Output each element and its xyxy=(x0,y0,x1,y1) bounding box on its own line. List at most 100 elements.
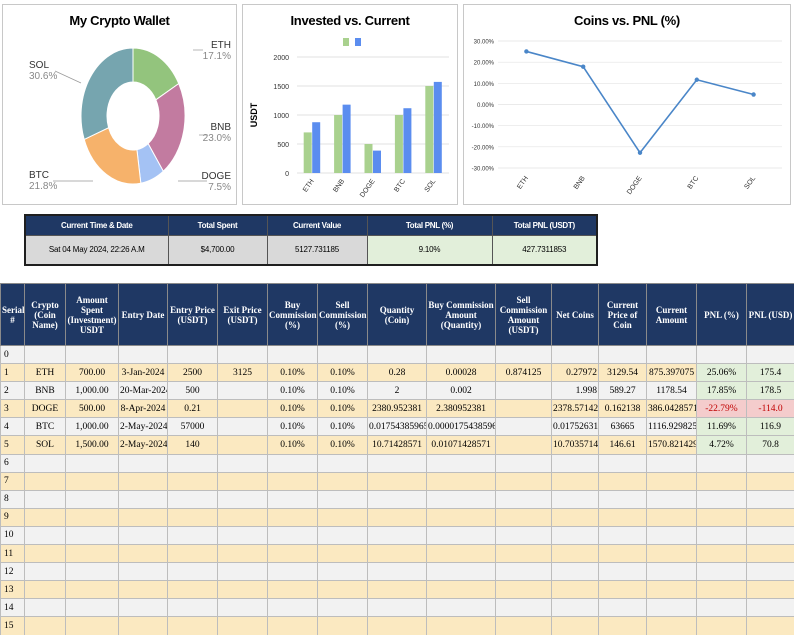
cell-entry-date[interactable] xyxy=(118,471,168,491)
cell-current-amount[interactable]: 1570.821429 xyxy=(646,435,697,455)
pie-slice-btc[interactable] xyxy=(83,127,142,185)
cell-exit-price[interactable] xyxy=(217,616,268,635)
cell-quantity[interactable] xyxy=(367,489,427,509)
cell-net-coins[interactable] xyxy=(551,471,599,491)
line-chart-panel[interactable]: Coins vs. PNL (%) 30.00% 20.00% 10.00% 0.00… xyxy=(463,4,791,205)
cell-current-amount[interactable] xyxy=(646,507,697,527)
cell-pnl-percent[interactable] xyxy=(696,525,747,546)
bar-doge-series-1[interactable] xyxy=(364,144,373,173)
cell-buy-commission[interactable] xyxy=(267,344,318,365)
cell-buy-commission[interactable] xyxy=(267,562,318,582)
cell-buy-commission[interactable] xyxy=(267,544,318,564)
cell-net-coins[interactable] xyxy=(551,616,599,635)
cell-buy-commission-amount[interactable] xyxy=(426,580,496,600)
cell-crypto[interactable] xyxy=(24,544,66,564)
cell-amount-spent[interactable]: 1,500.00 xyxy=(65,435,119,455)
cell-crypto[interactable] xyxy=(24,471,66,491)
cell-exit-price[interactable] xyxy=(217,344,268,365)
cell-exit-price[interactable] xyxy=(217,399,268,419)
cell-exit-price[interactable] xyxy=(217,453,268,473)
cell-sell-commission[interactable] xyxy=(317,453,368,473)
cell-serial[interactable]: 8 xyxy=(0,489,25,509)
cell-exit-price[interactable] xyxy=(217,417,268,437)
cell-serial[interactable]: 3 xyxy=(0,399,25,419)
cell-entry-price[interactable] xyxy=(167,471,218,491)
cell-current-price[interactable]: 146.61 xyxy=(598,435,647,455)
cell-serial[interactable]: 14 xyxy=(0,598,25,618)
cell-net-coins[interactable]: 2378.571429 xyxy=(551,399,599,419)
cell-sell-commission-amount[interactable] xyxy=(495,598,552,618)
bar-bnb-series-1[interactable] xyxy=(334,115,343,173)
cell-entry-date[interactable] xyxy=(118,489,168,509)
cell-net-coins[interactable]: 0.27972 xyxy=(551,363,599,383)
cell-crypto[interactable] xyxy=(24,598,66,618)
bar-btc-series-2[interactable] xyxy=(403,108,412,173)
cell-quantity[interactable] xyxy=(367,598,427,618)
cell-amount-spent[interactable] xyxy=(65,489,119,509)
cell-sell-commission-amount[interactable] xyxy=(495,435,552,455)
cell-sell-commission[interactable] xyxy=(317,562,368,582)
cell-entry-price[interactable] xyxy=(167,544,218,564)
cell-amount-spent[interactable] xyxy=(65,471,119,491)
cell-exit-price[interactable] xyxy=(217,580,268,600)
cell-pnl-usd[interactable] xyxy=(746,453,794,473)
cell-sell-commission[interactable] xyxy=(317,598,368,618)
cell-sell-commission-amount[interactable] xyxy=(495,544,552,564)
cell-amount-spent[interactable] xyxy=(65,616,119,635)
cell-buy-commission[interactable] xyxy=(267,598,318,618)
cell-buy-commission[interactable] xyxy=(267,507,318,527)
cell-current-amount[interactable] xyxy=(646,453,697,473)
cell-pnl-percent[interactable] xyxy=(696,453,747,473)
cell-serial[interactable]: 2 xyxy=(0,381,25,401)
cell-crypto[interactable]: BTC xyxy=(24,417,66,437)
cell-current-price[interactable] xyxy=(598,453,647,473)
cell-pnl-usd[interactable] xyxy=(746,489,794,509)
pnl-point-btc[interactable] xyxy=(694,77,699,82)
cell-sell-commission-amount[interactable] xyxy=(495,471,552,491)
cell-buy-commission-amount[interactable]: 0.01071428571 xyxy=(426,435,496,455)
cell-current-amount[interactable]: 386.0428571 xyxy=(646,399,697,419)
cell-pnl-usd[interactable] xyxy=(746,616,794,635)
cell-quantity[interactable]: 0.01754385965 xyxy=(367,417,427,437)
cell-pnl-percent[interactable]: -22.79% xyxy=(696,399,747,419)
cell-net-coins[interactable]: 1.998 xyxy=(551,381,599,401)
cell-quantity[interactable] xyxy=(367,562,427,582)
pie-slice-sol[interactable] xyxy=(80,47,134,141)
cell-pnl-usd[interactable]: 116.9 xyxy=(746,417,794,437)
cell-buy-commission[interactable]: 0.10% xyxy=(267,435,318,455)
cell-quantity[interactable] xyxy=(367,453,427,473)
cell-current-amount[interactable]: 1178.54 xyxy=(646,381,697,401)
cell-entry-price[interactable] xyxy=(167,580,218,600)
cell-sell-commission[interactable]: 0.10% xyxy=(317,363,368,383)
cell-serial[interactable]: 6 xyxy=(0,453,25,473)
cell-entry-price[interactable] xyxy=(167,562,218,582)
bar-chart-panel[interactable]: Invested vs. Current 0 500 1000 1500 2000 USD… xyxy=(242,4,458,205)
cell-quantity[interactable] xyxy=(367,544,427,564)
summary-total-spent-value[interactable]: $4,700.00 xyxy=(167,234,268,266)
cell-exit-price[interactable] xyxy=(217,525,268,546)
cell-serial[interactable]: 7 xyxy=(0,471,25,491)
pnl-point-bnb[interactable] xyxy=(581,64,586,69)
cell-exit-price[interactable] xyxy=(217,507,268,527)
cell-exit-price[interactable] xyxy=(217,471,268,491)
cell-current-amount[interactable] xyxy=(646,525,697,546)
bar-btc-series-1[interactable] xyxy=(394,115,403,173)
cell-buy-commission-amount[interactable]: 0.00001754385965 xyxy=(426,417,496,437)
cell-entry-price[interactable] xyxy=(167,453,218,473)
cell-serial[interactable]: 5 xyxy=(0,435,25,455)
cell-entry-price[interactable] xyxy=(167,489,218,509)
cell-current-price[interactable] xyxy=(598,580,647,600)
cell-serial[interactable]: 4 xyxy=(0,417,25,437)
cell-pnl-percent[interactable]: 11.69% xyxy=(696,417,747,437)
cell-current-price[interactable] xyxy=(598,507,647,527)
cell-buy-commission-amount[interactable] xyxy=(426,616,496,635)
cell-entry-price[interactable] xyxy=(167,525,218,546)
cell-pnl-percent[interactable] xyxy=(696,471,747,491)
cell-buy-commission[interactable]: 0.10% xyxy=(267,417,318,437)
pnl-point-sol[interactable] xyxy=(751,92,756,97)
cell-crypto[interactable]: BNB xyxy=(24,381,66,401)
cell-current-amount[interactable] xyxy=(646,562,697,582)
cell-entry-date[interactable] xyxy=(118,616,168,635)
summary-total-pnl-usdt-value[interactable]: 427.7311853 xyxy=(491,234,598,266)
cell-crypto[interactable] xyxy=(24,489,66,509)
